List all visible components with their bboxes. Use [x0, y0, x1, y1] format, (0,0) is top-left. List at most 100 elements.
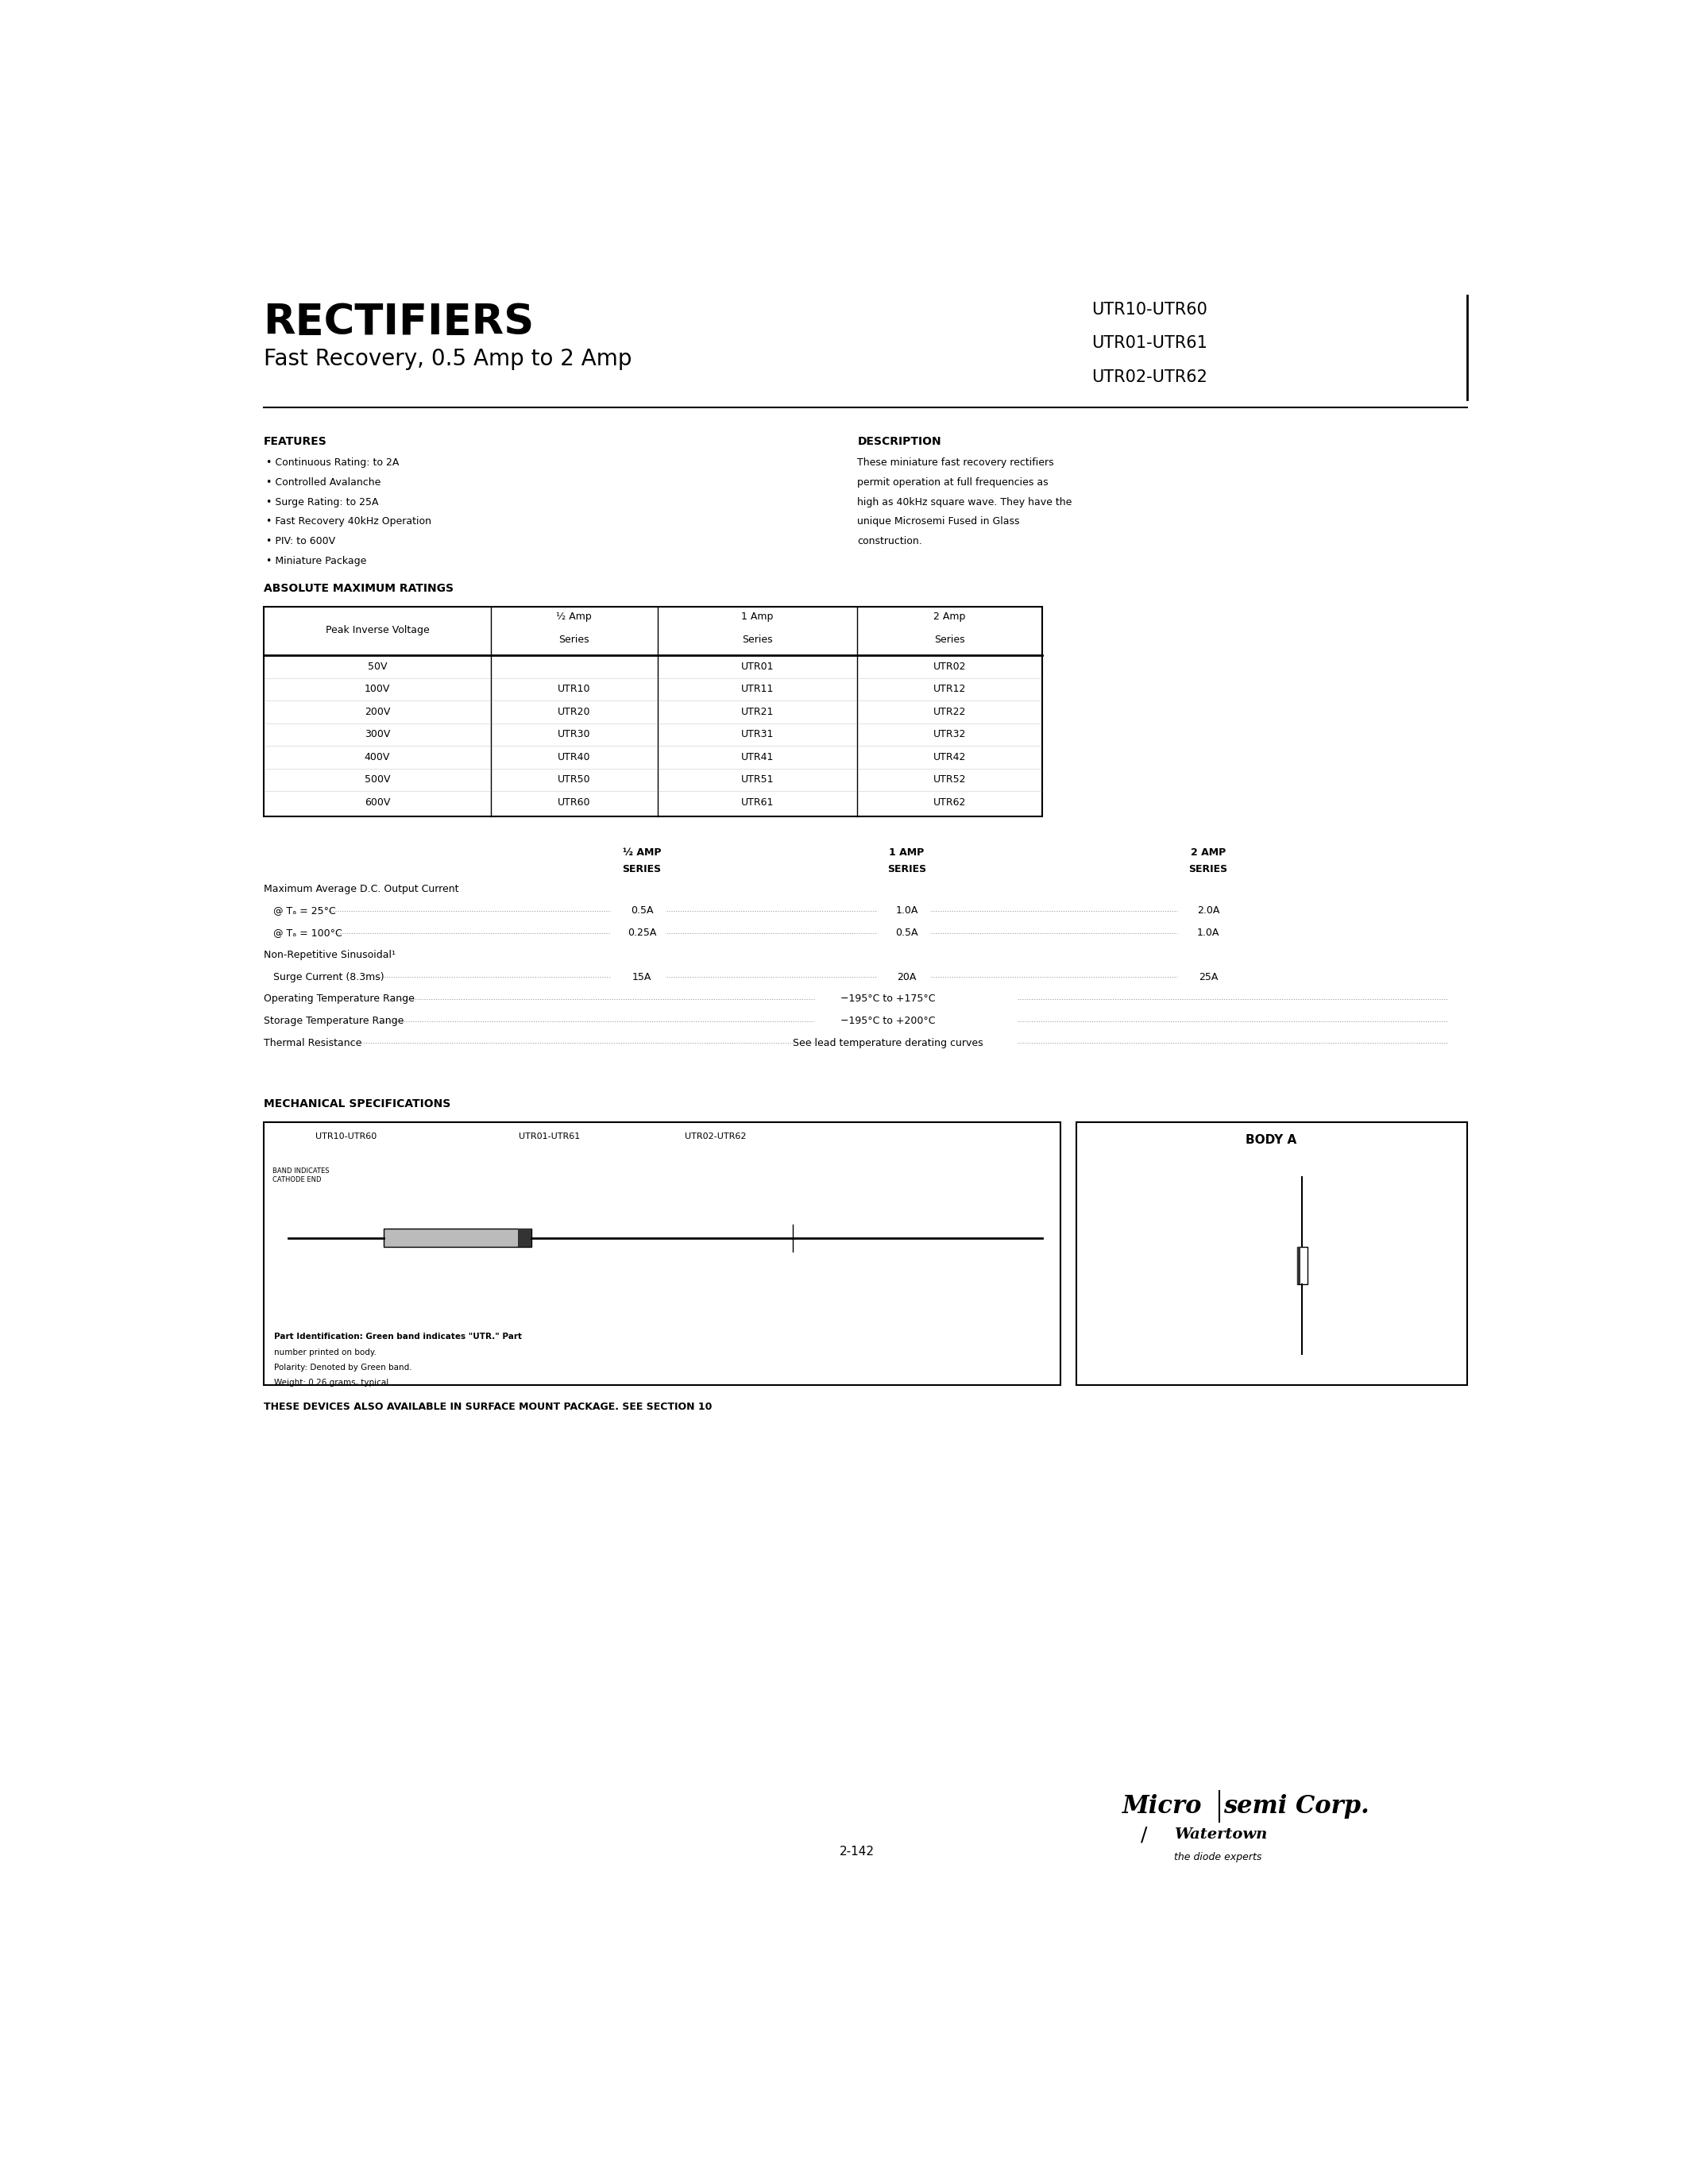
Text: See lead temperature derating curves: See lead temperature derating curves — [793, 1037, 984, 1048]
Text: permit operation at full frequencies as: permit operation at full frequencies as — [858, 478, 1048, 487]
Text: UTR12: UTR12 — [933, 684, 966, 695]
Text: 0.5A: 0.5A — [631, 906, 653, 915]
Text: ½ Amp: ½ Amp — [557, 612, 592, 622]
Text: UTR30: UTR30 — [557, 729, 591, 740]
Bar — [383, 1230, 532, 1247]
Text: UTR62: UTR62 — [933, 797, 966, 808]
Text: UTR32: UTR32 — [933, 729, 966, 740]
Text: • Miniature Package: • Miniature Package — [267, 555, 366, 566]
Text: These miniature fast recovery rectifiers: These miniature fast recovery rectifiers — [858, 459, 1053, 467]
Text: 2 Amp: 2 Amp — [933, 612, 966, 622]
Text: UTR10-UTR60: UTR10-UTR60 — [316, 1133, 376, 1140]
Text: Maximum Average D.C. Output Current: Maximum Average D.C. Output Current — [263, 885, 459, 893]
Text: Watertown: Watertown — [1175, 1828, 1268, 1841]
Text: the diode experts: the diode experts — [1175, 1852, 1263, 1863]
Text: UTR11: UTR11 — [741, 684, 773, 695]
Text: • Continuous Rating: to 2A: • Continuous Rating: to 2A — [267, 459, 400, 467]
Text: 2.0A: 2.0A — [1197, 906, 1219, 915]
Text: semi Corp.: semi Corp. — [1224, 1793, 1369, 1819]
Text: ½ AMP: ½ AMP — [623, 847, 662, 858]
Bar — [263, 607, 1041, 817]
Text: BAND INDICATES
CATHODE END: BAND INDICATES CATHODE END — [272, 1168, 329, 1184]
Text: 500V: 500V — [365, 775, 390, 784]
Text: THESE DEVICES ALSO AVAILABLE IN SURFACE MOUNT PACKAGE. SEE SECTION 10: THESE DEVICES ALSO AVAILABLE IN SURFACE … — [263, 1402, 712, 1413]
Text: UTR20: UTR20 — [557, 708, 591, 716]
Bar — [263, 1123, 1060, 1385]
Text: 2 AMP: 2 AMP — [1190, 847, 1225, 858]
Text: UTR21: UTR21 — [741, 708, 773, 716]
Text: @ Tₐ = 25°C: @ Tₐ = 25°C — [263, 906, 336, 915]
Text: UTR42: UTR42 — [933, 751, 966, 762]
Text: Weight: 0.26 grams, typical.: Weight: 0.26 grams, typical. — [275, 1378, 392, 1387]
Text: SERIES: SERIES — [1188, 865, 1227, 876]
Text: ABSOLUTE MAXIMUM RATINGS: ABSOLUTE MAXIMUM RATINGS — [263, 583, 452, 594]
Text: @ Tₐ = 100°C: @ Tₐ = 100°C — [263, 928, 341, 939]
Text: UTR10: UTR10 — [557, 684, 591, 695]
Text: 25A: 25A — [1198, 972, 1219, 983]
Bar — [518, 1230, 532, 1247]
Text: Fast Recovery, 0.5 Amp to 2 Amp: Fast Recovery, 0.5 Amp to 2 Amp — [263, 347, 631, 369]
Text: UTR02-UTR62: UTR02-UTR62 — [685, 1133, 746, 1140]
Text: 300V: 300V — [365, 729, 390, 740]
Text: Micro: Micro — [1123, 1793, 1202, 1819]
Text: 400V: 400V — [365, 751, 390, 762]
Text: SERIES: SERIES — [888, 865, 927, 876]
Text: 20A: 20A — [896, 972, 917, 983]
Bar — [1298, 1247, 1300, 1284]
Text: UTR01-UTR61: UTR01-UTR61 — [1092, 336, 1207, 352]
Text: 2-142: 2-142 — [841, 1845, 874, 1859]
Text: 15A: 15A — [633, 972, 652, 983]
Text: 0.5A: 0.5A — [895, 928, 918, 939]
Text: −195°C to +200°C: −195°C to +200°C — [841, 1016, 935, 1026]
Text: DESCRIPTION: DESCRIPTION — [858, 437, 942, 448]
Text: UTR40: UTR40 — [557, 751, 591, 762]
Text: UTR52: UTR52 — [933, 775, 966, 784]
Text: 50V: 50V — [368, 662, 387, 673]
Text: UTR31: UTR31 — [741, 729, 773, 740]
Text: /: / — [1141, 1826, 1148, 1845]
Text: UTR02: UTR02 — [933, 662, 966, 673]
Text: • Controlled Avalanche: • Controlled Avalanche — [267, 478, 381, 487]
Text: Thermal Resistance: Thermal Resistance — [263, 1037, 361, 1048]
Text: number printed on body.: number printed on body. — [275, 1348, 376, 1356]
Text: UTR50: UTR50 — [557, 775, 591, 784]
Text: 600V: 600V — [365, 797, 390, 808]
Text: 1 AMP: 1 AMP — [890, 847, 925, 858]
Text: RECTIFIERS: RECTIFIERS — [263, 301, 535, 343]
Text: UTR22: UTR22 — [933, 708, 966, 716]
Text: UTR01-UTR61: UTR01-UTR61 — [518, 1133, 581, 1140]
Text: BODY A: BODY A — [1246, 1133, 1296, 1147]
Text: 1.0A: 1.0A — [895, 906, 918, 915]
Text: UTR60: UTR60 — [557, 797, 591, 808]
Text: Polarity: Denoted by Green band.: Polarity: Denoted by Green band. — [275, 1363, 412, 1372]
Text: 0.25A: 0.25A — [628, 928, 657, 939]
Text: UTR51: UTR51 — [741, 775, 773, 784]
Text: SERIES: SERIES — [623, 865, 662, 876]
Text: • Surge Rating: to 25A: • Surge Rating: to 25A — [267, 498, 378, 507]
Text: 1.0A: 1.0A — [1197, 928, 1219, 939]
Bar — [1075, 1123, 1467, 1385]
Text: Series: Series — [935, 636, 966, 644]
Text: Series: Series — [743, 636, 773, 644]
Text: Non-Repetitive Sinusoidal¹: Non-Repetitive Sinusoidal¹ — [263, 950, 395, 961]
Text: Part Identification: Green band indicates "UTR." Part: Part Identification: Green band indicate… — [275, 1332, 522, 1341]
Text: • PIV: to 600V: • PIV: to 600V — [267, 535, 336, 546]
Text: 100V: 100V — [365, 684, 390, 695]
Bar — [1298, 1247, 1307, 1284]
Text: UTR61: UTR61 — [741, 797, 773, 808]
Text: FEATURES: FEATURES — [263, 437, 327, 448]
Text: UTR10-UTR60: UTR10-UTR60 — [1092, 301, 1207, 317]
Text: 1 Amp: 1 Amp — [741, 612, 773, 622]
Text: MECHANICAL SPECIFICATIONS: MECHANICAL SPECIFICATIONS — [263, 1099, 451, 1109]
Text: Operating Temperature Range: Operating Temperature Range — [263, 994, 414, 1005]
Text: UTR01: UTR01 — [741, 662, 773, 673]
Text: high as 40kHz square wave. They have the: high as 40kHz square wave. They have the — [858, 498, 1072, 507]
Text: Peak Inverse Voltage: Peak Inverse Voltage — [326, 625, 429, 636]
Text: construction.: construction. — [858, 535, 922, 546]
Text: Series: Series — [559, 636, 589, 644]
Text: Storage Temperature Range: Storage Temperature Range — [263, 1016, 403, 1026]
Text: • Fast Recovery 40kHz Operation: • Fast Recovery 40kHz Operation — [267, 515, 432, 526]
Text: 200V: 200V — [365, 708, 390, 716]
Text: UTR41: UTR41 — [741, 751, 773, 762]
Text: unique Microsemi Fused in Glass: unique Microsemi Fused in Glass — [858, 515, 1020, 526]
